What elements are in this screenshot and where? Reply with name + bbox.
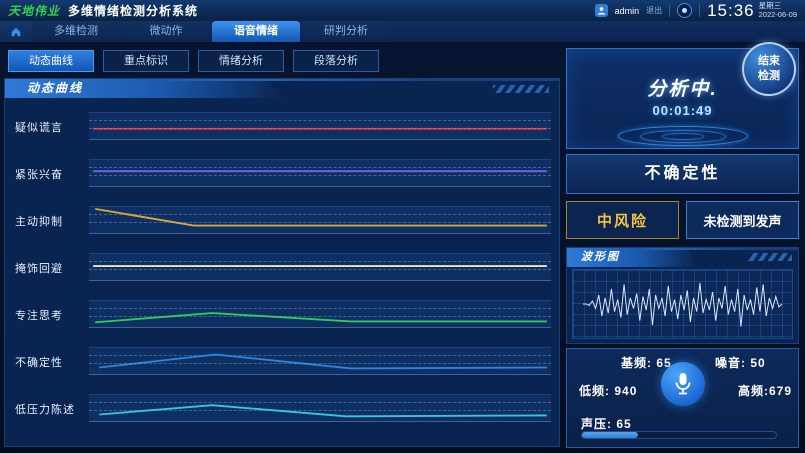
tab-home[interactable] [0, 21, 32, 42]
curve-band [89, 159, 551, 187]
curve-row: 主动抑制 [5, 197, 559, 244]
waveform-chart [572, 269, 793, 339]
subnav-emotion-analysis[interactable]: 情绪分析 [198, 50, 284, 72]
pressure-progress-bar [581, 431, 777, 439]
low-freq-label: 低频: [579, 384, 610, 398]
curve-row-label: 掩饰回避 [15, 262, 63, 275]
waveform-header: 波形图 [567, 248, 798, 267]
curve-panel-title: 动态曲线 [5, 79, 285, 98]
pressure-progress-fill [582, 432, 639, 438]
microphone-button[interactable] [660, 362, 705, 406]
curve-row-label: 疑似谎言 [15, 121, 63, 134]
curve-row: 不确定性 [5, 338, 559, 385]
time: 15:36 [707, 0, 755, 20]
header-right: admin 退出 15:36 星期三 2022-06-09 [594, 1, 797, 21]
curve-row-label: 不确定性 [15, 356, 63, 369]
curve-band [89, 206, 551, 234]
pressure-label: 声压: [581, 417, 612, 431]
curve-row-label: 低压力陈述 [15, 403, 75, 416]
risk-level-badge: 中风险 [566, 201, 679, 239]
right-panel: 分析中. 00:01:49 结束 检测 不确定性 中风险 未检测到发声 波形图 [566, 42, 799, 448]
base-freq-label: 基频: [621, 356, 652, 370]
tab-microaction[interactable]: 微动作 [122, 21, 210, 42]
curve-row: 疑似谎言 [5, 103, 559, 150]
main-nav: 多维检测 微动作 语音情绪 研判分析 [0, 21, 805, 44]
header: 天地伟业 多维情绪检测分析系统 admin 退出 15:36 星期三 2022-… [0, 0, 805, 21]
curve-rows: 疑似谎言紧张兴奋主动抑制掩饰回避专注思考不确定性低压力陈述 [5, 103, 559, 442]
curve-row: 低压力陈述 [5, 385, 559, 432]
divider [669, 4, 671, 17]
emotion-state-display: 不确定性 [566, 154, 799, 194]
dynamic-curve-panel: 动态曲线 疑似谎言紧张兴奋主动抑制掩饰回避专注思考不确定性低压力陈述 [4, 78, 560, 447]
low-freq-value: 940 [614, 384, 638, 398]
audio-stats-panel: 基频: 65 噪音: 50 低频: 940 高频:679 声压: 65 [566, 348, 799, 448]
mic-icon [675, 373, 690, 395]
pressure-value: 65 [616, 417, 632, 431]
curve-row: 紧张兴奋 [5, 150, 559, 197]
decor-stripes [493, 85, 549, 93]
logout-link[interactable]: 退出 [646, 6, 663, 15]
tab-voice-emotion[interactable]: 语音情绪 [212, 21, 300, 42]
noise-label: 噪音: [715, 356, 746, 370]
radar-rings [617, 124, 748, 148]
home-icon [11, 27, 21, 36]
curve-band [89, 394, 551, 422]
waveform-panel: 波形图 [566, 247, 799, 344]
analysis-timer: 00:01:49 [652, 103, 713, 118]
analysis-status-text: 分析中. [647, 79, 718, 100]
waveform-title: 波形图 [567, 248, 697, 267]
date: 2022-06-09 [758, 9, 797, 19]
curve-panel-header: 动态曲线 [5, 79, 559, 98]
subnav-key-marks[interactable]: 重点标识 [103, 50, 189, 72]
status-button-row: 中风险 未检测到发声 [566, 201, 799, 239]
curve-band [89, 347, 551, 375]
page-title: 多维情绪检测分析系统 [68, 4, 199, 18]
curve-row-label: 主动抑制 [15, 215, 63, 228]
user-icon [594, 4, 608, 17]
decor-stripes [748, 253, 792, 261]
subnav-paragraph-analysis[interactable]: 段落分析 [293, 50, 379, 72]
noise-value: 50 [750, 356, 766, 370]
curve-row: 掩饰回避 [5, 244, 559, 291]
subnav-dynamic-curve[interactable]: 动态曲线 [8, 50, 94, 72]
username: admin [614, 5, 640, 16]
divider [699, 4, 701, 17]
curve-band [89, 112, 551, 140]
clock: 15:36 星期三 2022-06-09 [707, 1, 797, 21]
tab-analysis-judge[interactable]: 研判分析 [302, 21, 390, 42]
end-detection-button[interactable]: 结束 检测 [742, 42, 796, 96]
analysis-status-panel: 分析中. 00:01:49 结束 检测 [566, 42, 799, 149]
high-freq-value: 679 [768, 384, 792, 398]
high-freq-label: 高频: [737, 384, 769, 398]
tab-multidetect[interactable]: 多维检测 [32, 21, 120, 42]
curve-band [89, 253, 551, 281]
voice-detect-badge: 未检测到发声 [686, 201, 799, 239]
curve-row-label: 专注思考 [15, 309, 63, 322]
curve-row: 专注思考 [5, 291, 559, 338]
power-icon[interactable] [677, 3, 693, 18]
subnav: 动态曲线 重点标识 情绪分析 段落分析 [8, 50, 379, 72]
brand-logo: 天地伟业 [8, 4, 61, 18]
weekday: 星期三 [758, 0, 782, 10]
curve-row-label: 紧张兴奋 [15, 168, 63, 181]
curve-band [89, 300, 551, 328]
